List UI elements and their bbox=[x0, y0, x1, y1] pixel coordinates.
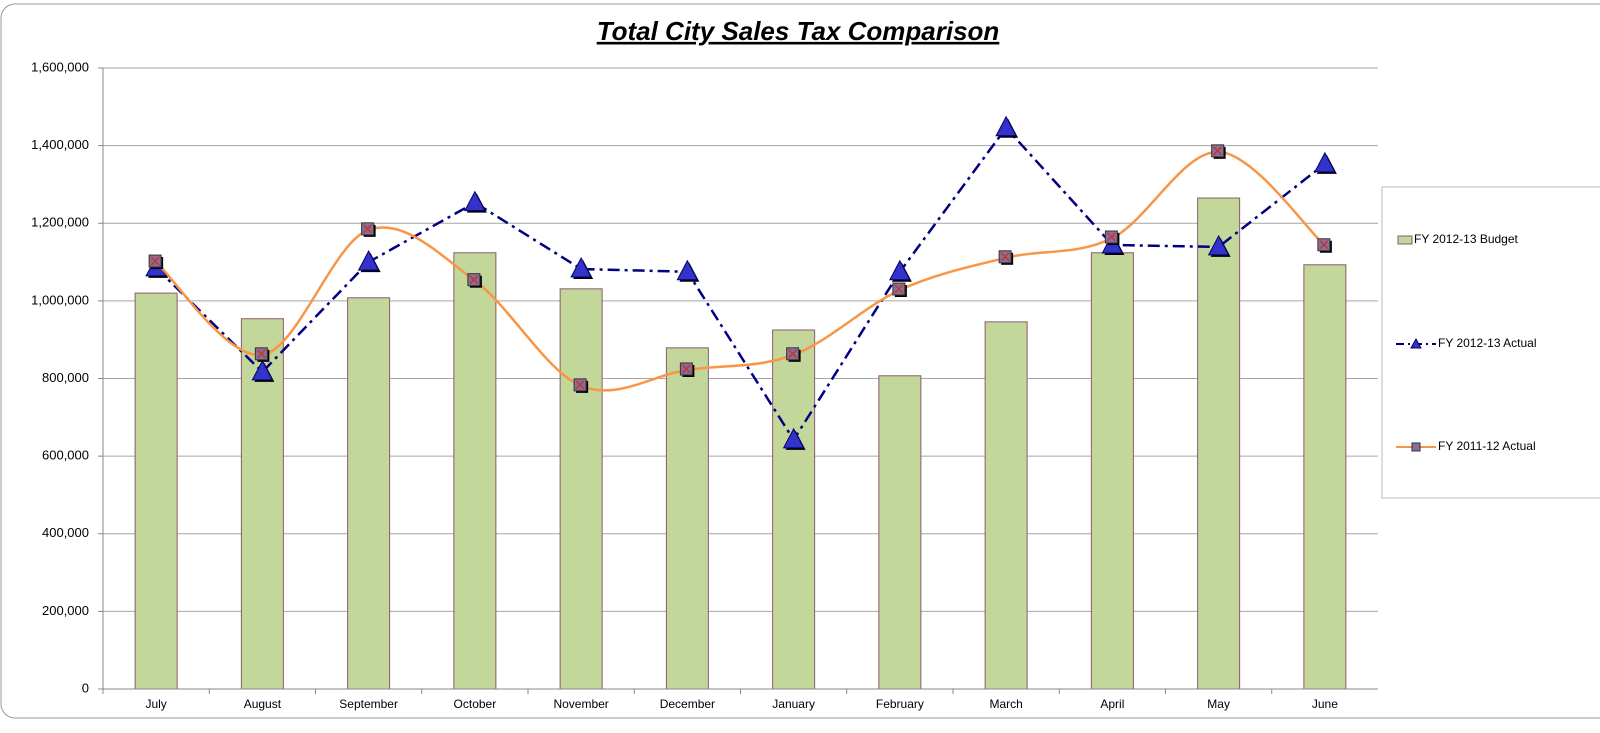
marker-cross bbox=[894, 284, 904, 294]
marker-cross bbox=[1319, 240, 1329, 250]
x-tick-label: August bbox=[244, 697, 282, 711]
bar bbox=[134, 292, 178, 690]
y-tick-label: 400,000 bbox=[42, 525, 89, 540]
marker-cross bbox=[469, 275, 479, 285]
x-tick-label: December bbox=[660, 697, 715, 711]
chart-title: Total City Sales Tax Comparison bbox=[597, 16, 1000, 46]
marker-cross bbox=[363, 224, 373, 234]
marker-cross bbox=[150, 256, 160, 266]
y-tick-label: 0 bbox=[82, 680, 89, 695]
bar bbox=[984, 321, 1028, 690]
marker bbox=[464, 190, 486, 212]
bar bbox=[878, 375, 922, 690]
marker-cross bbox=[788, 349, 798, 359]
bar bbox=[453, 252, 497, 690]
marker-cross bbox=[1000, 252, 1010, 262]
legend-swatch bbox=[1397, 235, 1413, 245]
bar bbox=[1303, 264, 1347, 690]
marker bbox=[1314, 151, 1336, 173]
bar bbox=[1090, 252, 1134, 690]
bar bbox=[772, 329, 816, 690]
marker bbox=[357, 249, 380, 271]
marker bbox=[570, 256, 592, 278]
x-tick-label: July bbox=[145, 697, 166, 711]
legend-label: FY 2011-12 Actual bbox=[1438, 439, 1536, 453]
y-tick-label: 1,200,000 bbox=[31, 215, 89, 230]
marker-cross bbox=[1213, 146, 1223, 156]
x-tick-label: January bbox=[772, 697, 815, 711]
legend-marker bbox=[1411, 442, 1421, 452]
x-tick-label: March bbox=[989, 697, 1022, 711]
bar bbox=[1197, 197, 1241, 690]
marker-cross bbox=[1106, 232, 1116, 242]
legend-label: FY 2012-13 Budget bbox=[1414, 232, 1519, 246]
bar bbox=[665, 347, 709, 690]
bar bbox=[347, 297, 391, 690]
x-tick-label: May bbox=[1207, 697, 1230, 711]
x-tick-label: June bbox=[1312, 697, 1338, 711]
y-tick-label: 600,000 bbox=[42, 448, 89, 463]
y-tick-label: 1,600,000 bbox=[31, 59, 89, 74]
marker-cross bbox=[256, 349, 266, 359]
marker-cross bbox=[575, 380, 585, 390]
marker bbox=[1207, 234, 1230, 256]
y-tick-label: 1,000,000 bbox=[31, 292, 89, 307]
bar bbox=[559, 288, 603, 690]
marker bbox=[995, 115, 1017, 137]
marker bbox=[889, 259, 911, 281]
x-tick-label: February bbox=[876, 697, 924, 711]
x-tick-label: November bbox=[553, 697, 608, 711]
marker bbox=[676, 259, 699, 281]
y-tick-label: 200,000 bbox=[42, 603, 89, 618]
y-tick-label: 1,400,000 bbox=[31, 137, 89, 152]
y-tick-label: 800,000 bbox=[42, 370, 89, 385]
x-tick-label: April bbox=[1100, 697, 1124, 711]
marker-cross bbox=[681, 364, 691, 374]
line bbox=[155, 150, 1326, 392]
marker bbox=[251, 359, 274, 381]
legend-marker bbox=[1410, 337, 1422, 349]
marker bbox=[782, 427, 805, 449]
legend-label: FY 2012-13 Actual bbox=[1438, 336, 1537, 350]
x-tick-label: September bbox=[339, 697, 398, 711]
line bbox=[155, 125, 1326, 443]
x-tick-label: October bbox=[454, 697, 497, 711]
